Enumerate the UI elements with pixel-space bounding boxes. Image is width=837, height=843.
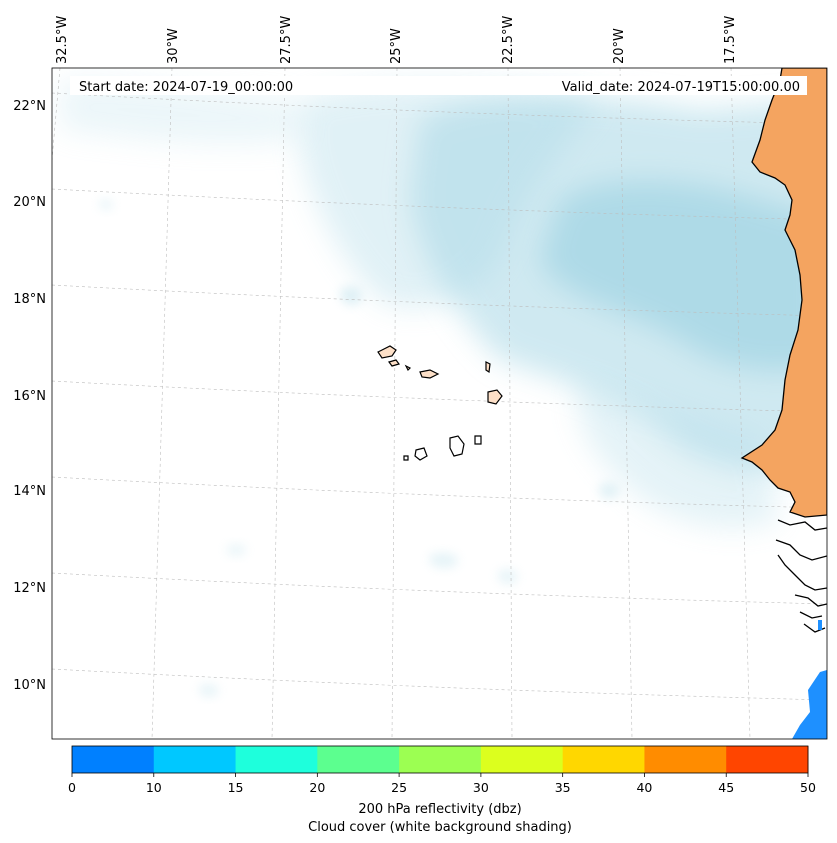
cape-verde-islands (377, 345, 503, 461)
colorbar-sublabel: Cloud cover (white background shading) (308, 820, 572, 835)
colorbar-tick-label: 50 (800, 780, 816, 795)
colorbar-tick-label: 0 (68, 780, 76, 795)
latitude-labels: 22°N 20°N 18°N 16°N 14°N 12°N 10°N (13, 99, 46, 693)
lon-label: 17.5°W (723, 16, 738, 64)
colorbar-swatch (153, 746, 237, 773)
colorbar-swatch (317, 746, 400, 773)
colorbar-swatch (562, 746, 645, 773)
map-frame (51, 67, 828, 740)
lat-label: 18°N (13, 292, 46, 307)
lon-label: 20°W (612, 28, 627, 64)
colorbar-label: 200 hPa reflectivity (dbz) (358, 802, 521, 817)
start-date-label: Start date: 2024-07-19_00:00:00 (79, 80, 293, 95)
lat-label: 20°N (13, 195, 46, 210)
valid-date-box (300, 76, 807, 95)
coastline-south (775, 519, 827, 633)
colorbar-swatch (235, 746, 318, 773)
valid-date-label: Valid_date: 2024-07-19T15:00:00.00 (562, 80, 800, 95)
colorbar-tick-label: 10 (146, 780, 162, 795)
lat-label: 14°N (13, 484, 46, 499)
lon-label: 32.5°W (55, 16, 70, 64)
graticule (52, 68, 827, 739)
lat-label: 12°N (13, 581, 46, 596)
colorbar-swatch (644, 746, 727, 773)
lon-label: 22.5°W (501, 16, 516, 64)
reflectivity-blob (792, 670, 827, 739)
colorbar-tick-label: 30 (473, 780, 489, 795)
lon-label: 27.5°W (279, 16, 294, 64)
lat-label: 16°N (13, 389, 46, 404)
lat-label: 22°N (13, 99, 46, 114)
land-africa (740, 68, 827, 518)
longitude-labels: 32.5°W 30°W 27.5°W 25°W 22.5°W 20°W 17.5… (55, 16, 738, 64)
cloud-cover-shading (60, 80, 827, 698)
colorbar-swatch (726, 746, 809, 773)
colorbar-tick-label: 15 (228, 780, 244, 795)
start-date-box (70, 76, 308, 95)
colorbar-tick-label: 40 (636, 780, 652, 795)
colorbar-tick-label: 35 (555, 780, 571, 795)
reflectivity-blob-small (818, 620, 822, 630)
colorbar-tick-label: 25 (391, 780, 407, 795)
colorbar-tick-label: 20 (309, 780, 325, 795)
lon-label: 30°W (166, 28, 181, 64)
colorbar-swatch (399, 746, 482, 773)
colorbar-swatch (72, 746, 155, 773)
lon-label: 25°W (389, 28, 404, 64)
lat-label: 10°N (13, 678, 46, 693)
colorbar-swatch (480, 746, 564, 773)
colorbar-tick-label: 45 (718, 780, 734, 795)
colorbar-frame (71, 745, 809, 774)
colorbar: 0 10 15 20 25 30 35 40 45 50 200 hPa reflectivity… (68, 745, 816, 835)
